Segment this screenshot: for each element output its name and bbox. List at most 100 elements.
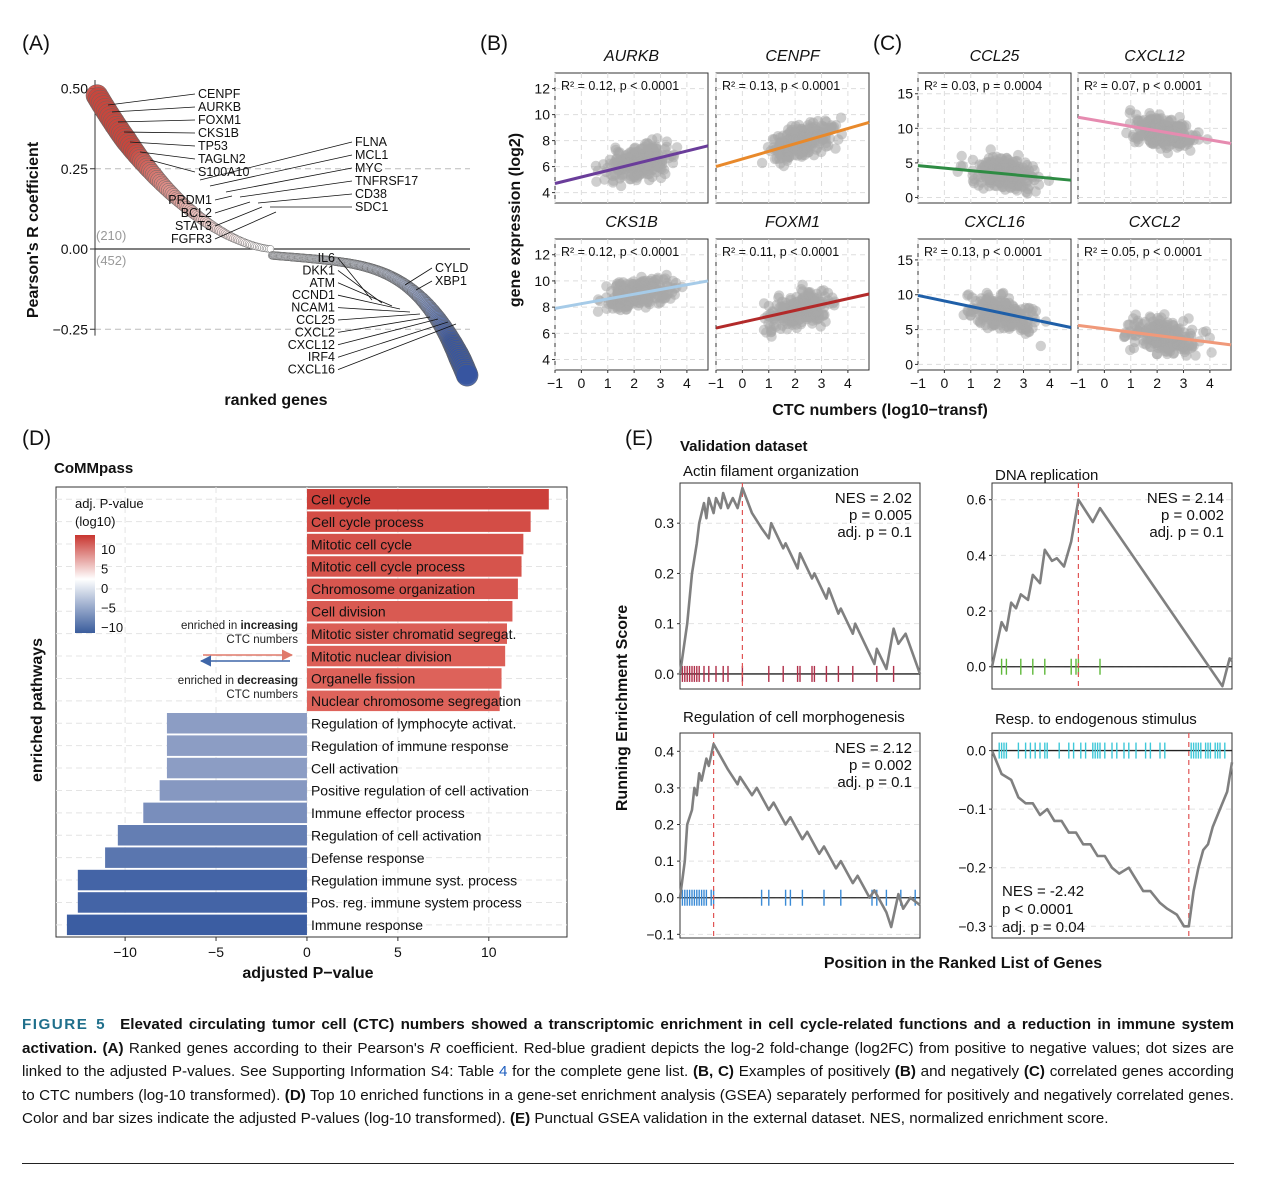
caption-tag-bc: (B, C)	[692, 1063, 734, 1081]
caption-tag-b: (B)	[894, 1063, 916, 1081]
gene-title: CCL25	[970, 48, 1020, 65]
regression-stat: R² = 0.03, p = 0.0004	[924, 79, 1042, 93]
regression-line	[1077, 115, 1232, 146]
gene-label: SDC1	[355, 200, 388, 214]
caption-text-a3: for the complete gene list.	[507, 1063, 693, 1081]
gene-label-leader	[239, 180, 353, 198]
pathway-label: Mitotic nuclear division	[311, 648, 452, 664]
x-tick-label: 1	[765, 375, 773, 391]
sample-point	[615, 180, 627, 192]
x-tick-label: 1	[967, 375, 975, 391]
y-tick-label: 0	[905, 356, 913, 372]
gene-label-leader	[199, 141, 353, 181]
sample-point	[1022, 188, 1033, 199]
annot-dec-2: decreasing	[237, 675, 298, 687]
sample-point	[1182, 138, 1194, 150]
gsea-title: Resp. to endogenous stimulus	[995, 711, 1197, 728]
gene-label: IL6	[318, 251, 335, 265]
pathway-label: Cell activation	[311, 760, 398, 776]
y-tick-label: 0.3	[655, 515, 675, 531]
x-tick-label: 0	[1100, 375, 1108, 391]
gene-label-leader	[149, 159, 196, 173]
caption-tag-a: (A)	[102, 1039, 124, 1057]
pathway-bar	[166, 735, 307, 756]
sample-point	[817, 309, 828, 320]
sample-point	[761, 327, 772, 338]
gene-label: CXCL2	[295, 325, 335, 339]
y-tick-label: 0.4	[967, 547, 987, 563]
sample-point	[768, 320, 780, 331]
pathway-label: Immune response	[311, 917, 423, 933]
sample-point	[1151, 349, 1163, 360]
y-tick-label: 0.0	[967, 743, 987, 759]
gene-label-leader	[214, 206, 263, 227]
y-tick-label: 12	[534, 247, 550, 263]
pathway-bar	[166, 713, 307, 734]
pathway-label: Mitotic cell cycle	[311, 536, 412, 552]
y-tick-label: 4	[542, 352, 550, 368]
gene-label-leader	[337, 294, 401, 310]
caption-table-link[interactable]: 4	[498, 1063, 508, 1081]
sample-point	[601, 281, 612, 292]
svg-text:enriched in increasing: enriched in increasing	[181, 620, 298, 632]
pathway-label: Defense response	[311, 850, 425, 866]
y-tick-label: 0	[905, 189, 913, 205]
pathway-bar	[105, 847, 307, 868]
sample-point	[808, 307, 819, 319]
sample-point	[821, 141, 832, 152]
sample-point	[633, 170, 645, 181]
caption-text-e: Punctual GSEA validation in the external…	[530, 1110, 1109, 1128]
caption-text-a2: coefficient. Red-blue gradient depicts t…	[22, 1039, 1234, 1081]
y-tick-label: 6	[542, 159, 550, 175]
regression-line	[1077, 323, 1232, 347]
caption-text-bc: Examples of positively	[733, 1063, 895, 1081]
y-tick-label: 12	[534, 81, 550, 97]
pathway-label: Cell division	[311, 604, 386, 620]
sample-point	[1000, 184, 1011, 195]
x-tick-label: −1	[1070, 375, 1086, 391]
gene-label: MCL1	[355, 148, 388, 162]
gene-label: ATM	[310, 276, 335, 290]
sample-point	[962, 290, 973, 301]
x-tick-label: 0	[738, 375, 746, 391]
gene-label-leader	[129, 141, 196, 147]
y-tick-label: −0.1	[646, 926, 674, 942]
y-tick-label: 5	[905, 322, 913, 338]
sample-point	[1139, 316, 1151, 328]
sample-point	[1186, 324, 1198, 335]
gene-label: CCND1	[292, 288, 335, 302]
gene-label: TP53	[198, 139, 228, 153]
caption-figure-label: FIGURE 5	[22, 1016, 107, 1033]
regression-stat: R² = 0.07, p < 0.0001	[1084, 79, 1202, 93]
x-tick-label: 3	[657, 375, 665, 391]
gene-label-leader	[337, 313, 421, 321]
gene-label-leader	[337, 257, 373, 301]
gene-title: FOXM1	[765, 214, 820, 231]
gene-title: AURKB	[603, 48, 659, 65]
panel-a-x-axis-label: ranked genes	[224, 392, 327, 409]
sample-point	[621, 295, 632, 306]
pathway-label: Nuclear chromosome segregation	[311, 693, 521, 709]
x-tick-label: −1	[708, 375, 724, 391]
gene-dot	[455, 363, 479, 387]
panel-a-y-tick: 0.50	[61, 81, 88, 97]
y-tick-label: −0.2	[958, 860, 986, 876]
legend-tick-label: 5	[101, 562, 108, 577]
gene-label-leader	[337, 318, 439, 346]
gsea-stat-nes: NES = -2.42	[1002, 883, 1084, 900]
panel-a-y-tick: 0.25	[61, 161, 88, 177]
gsea-title: DNA replication	[995, 467, 1098, 484]
panel-label-d: (D)	[22, 427, 51, 450]
x-tick-label: 4	[1206, 375, 1214, 391]
pathway-label: Immune effector process	[311, 805, 465, 821]
sample-point	[994, 323, 1006, 334]
pathway-label: Cell cycle	[311, 492, 371, 508]
panel-a-ranked-genes: Pearson's R coefficient ranked genes 0.5…	[25, 80, 479, 409]
gene-label-leader	[214, 195, 233, 201]
sample-point	[984, 161, 996, 172]
regression-stat: R² = 0.12, p < 0.0001	[561, 245, 679, 259]
gene-label: CYLD	[435, 261, 468, 275]
panel-d-title: CoMMpass	[54, 460, 133, 477]
pathway-bar	[117, 825, 307, 846]
